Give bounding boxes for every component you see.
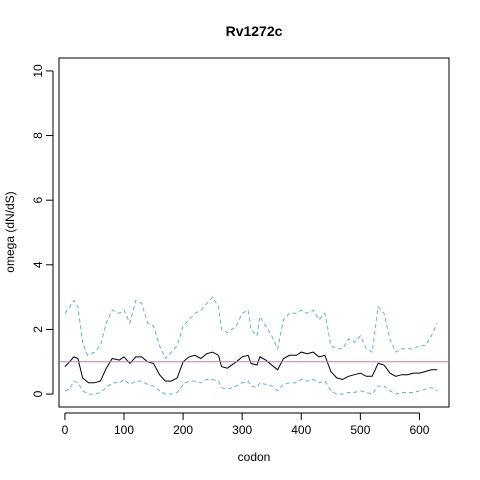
x-tick-label: 300: [232, 423, 252, 437]
y-tick-label: 10: [31, 64, 45, 78]
x-tick-label: 600: [409, 423, 429, 437]
y-tick-label: 8: [31, 132, 45, 139]
plot-frame: [58, 57, 450, 408]
x-axis: 0 100 200 300 400 500 600: [62, 412, 430, 437]
y-tick-label: 4: [31, 261, 45, 268]
series-line-estimate: [64, 351, 438, 384]
y-axis: 0 2 4 6 8 10: [31, 64, 54, 397]
x-tick-label: 200: [173, 423, 193, 437]
x-tick-label: 500: [350, 423, 370, 437]
y-tick-label: 6: [31, 197, 45, 204]
series-line-lower-bound: [64, 378, 438, 395]
x-axis-label: codon: [238, 450, 271, 464]
x-tick-label: 0: [62, 423, 69, 437]
y-tick-label: 2: [31, 326, 45, 333]
x-tick-label: 400: [291, 423, 311, 437]
y-tick-label: 0: [31, 390, 45, 397]
series-layer: [59, 296, 449, 395]
chart-title: Rv1272c: [226, 23, 283, 39]
x-tick-label: 100: [114, 423, 134, 437]
y-axis-label: omega (dN/dS): [3, 191, 17, 272]
series-line-upper-bound: [64, 296, 438, 360]
